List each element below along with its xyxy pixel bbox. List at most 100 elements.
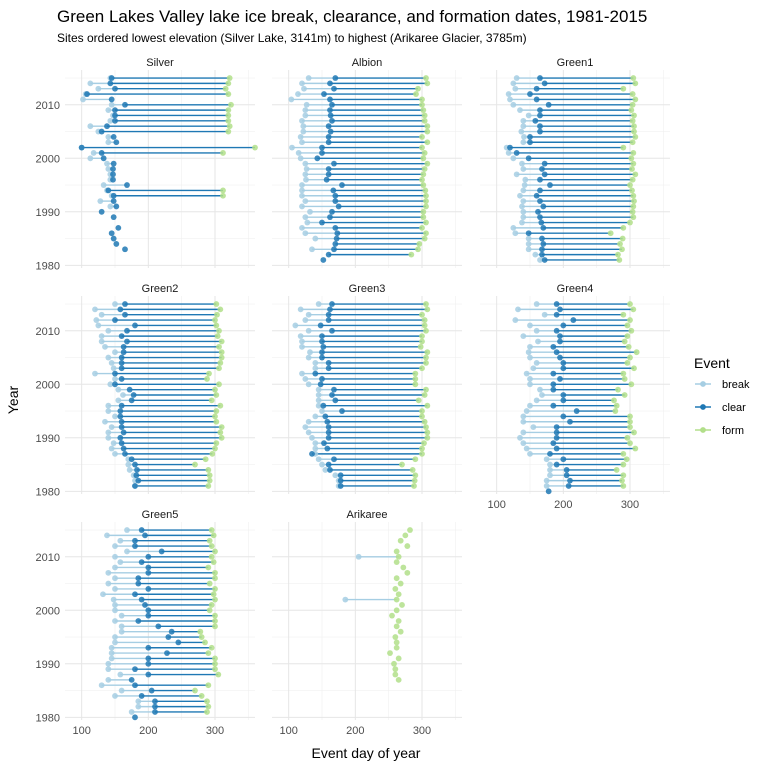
clear-point: [550, 402, 557, 409]
break-point: [302, 112, 309, 119]
form-point: [399, 461, 405, 468]
break-point: [512, 317, 519, 323]
clear-point: [539, 246, 545, 253]
break-point: [305, 418, 312, 425]
form-point: [627, 424, 633, 431]
clear-point: [321, 91, 327, 97]
break-point: [299, 370, 305, 377]
clear-point: [122, 311, 128, 318]
form-point: [397, 580, 404, 587]
clear-point: [539, 166, 545, 172]
break-point: [107, 117, 114, 124]
form-point: [630, 214, 637, 221]
break-point: [309, 434, 315, 441]
form-point: [225, 107, 232, 114]
form-point: [619, 235, 626, 242]
form-point: [423, 198, 429, 205]
form-point: [389, 612, 395, 619]
break-point: [125, 461, 132, 468]
panel-title: Green4: [557, 283, 594, 295]
clear-point: [132, 666, 138, 673]
form-point: [395, 591, 402, 598]
form-point: [412, 370, 419, 377]
form-point: [198, 634, 205, 640]
break-point: [87, 123, 94, 130]
form-point: [392, 666, 399, 673]
form-point: [620, 461, 627, 468]
form-point: [420, 182, 427, 188]
form-point: [212, 317, 218, 323]
form-point: [213, 418, 220, 425]
clear-point: [332, 198, 339, 205]
form-point: [631, 429, 637, 436]
break-point: [108, 101, 115, 108]
clear-point: [112, 381, 118, 388]
clear-point: [122, 246, 128, 253]
form-point: [205, 467, 212, 473]
form-point: [630, 192, 637, 199]
break-point: [112, 585, 118, 592]
break-point: [112, 450, 118, 457]
clear-point: [323, 176, 330, 183]
clear-point: [329, 392, 335, 398]
break-point: [112, 618, 118, 624]
clear-point: [539, 251, 545, 258]
form-point: [393, 623, 400, 630]
form-point: [424, 434, 431, 441]
break-point: [124, 548, 130, 555]
break-point: [533, 327, 540, 334]
break-point: [519, 203, 525, 210]
break-point: [539, 392, 545, 398]
clear-point: [145, 655, 152, 662]
form-point: [423, 75, 429, 81]
break-point: [518, 128, 525, 135]
break-point: [105, 166, 112, 172]
break-point: [117, 559, 124, 566]
panel-albion: Albion: [272, 57, 462, 268]
break-point: [519, 219, 525, 226]
clear-point: [325, 166, 332, 172]
clear-point: [168, 628, 175, 635]
clear-point: [155, 623, 162, 630]
panel-title: Silver: [146, 57, 174, 69]
form-point: [212, 413, 218, 420]
x-tick-label: 300: [621, 499, 639, 511]
form-point: [216, 381, 222, 388]
clear-point: [132, 483, 138, 489]
panel-green1: Green1: [480, 57, 670, 268]
form-point: [631, 128, 637, 135]
form-point: [205, 703, 212, 710]
clear-point: [113, 241, 120, 247]
form-point: [627, 317, 633, 323]
form-point: [206, 472, 213, 479]
form-point: [212, 666, 218, 673]
panel-title: Albion: [352, 57, 383, 69]
clear-point: [321, 440, 327, 447]
clear-point: [567, 418, 573, 425]
clear-point: [110, 198, 117, 205]
form-point: [607, 230, 614, 237]
break-point: [302, 160, 309, 167]
break-point: [299, 182, 305, 188]
break-point: [510, 101, 517, 108]
clear-point: [553, 311, 560, 318]
break-point: [299, 203, 305, 210]
form-point: [421, 117, 428, 124]
break-point: [105, 429, 112, 436]
clear-point: [158, 548, 165, 555]
form-point: [630, 306, 637, 313]
legend-label: clear: [722, 402, 746, 414]
form-point: [252, 144, 258, 151]
x-tick-label: 100: [487, 499, 505, 511]
form-point: [393, 607, 400, 614]
clear-point: [112, 117, 118, 124]
panel-arikaree: Arikaree 100 200 300: [272, 509, 462, 737]
form-point: [212, 445, 218, 452]
break-point: [520, 117, 527, 124]
form-point: [392, 634, 399, 640]
form-point: [225, 80, 232, 87]
clear-point: [145, 644, 152, 651]
break-point: [299, 343, 305, 350]
form-point: [218, 434, 225, 441]
